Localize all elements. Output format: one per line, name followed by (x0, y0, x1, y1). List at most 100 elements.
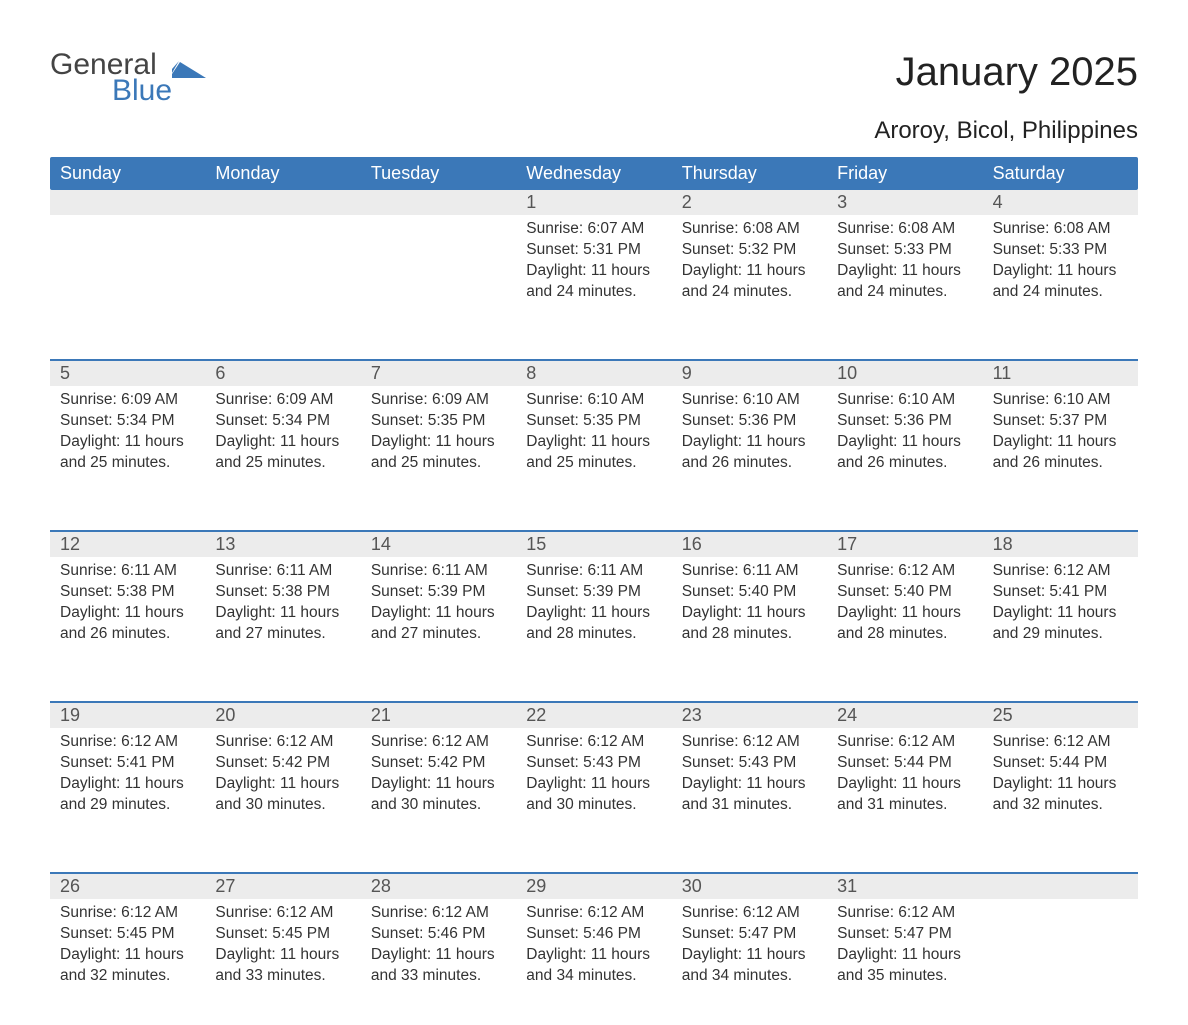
day-number (205, 190, 360, 215)
sunset-text: Sunset: 5:37 PM (993, 411, 1128, 432)
sunset-text: Sunset: 5:40 PM (682, 582, 817, 603)
dow-cell: Wednesday (516, 157, 671, 190)
day-cell: Sunrise: 6:11 AMSunset: 5:38 PMDaylight:… (50, 557, 205, 683)
day-cell: Sunrise: 6:11 AMSunset: 5:39 PMDaylight:… (516, 557, 671, 683)
sunrise-text: Sunrise: 6:11 AM (371, 561, 506, 582)
sunset-text: Sunset: 5:39 PM (371, 582, 506, 603)
week-row: Sunrise: 6:12 AMSunset: 5:41 PMDaylight:… (50, 728, 1138, 854)
sunrise-text: Sunrise: 6:12 AM (682, 903, 817, 924)
day-number: 27 (205, 874, 360, 899)
daylight-text: Daylight: 11 hours and 30 minutes. (526, 774, 661, 816)
day-cell: Sunrise: 6:08 AMSunset: 5:32 PMDaylight:… (672, 215, 827, 341)
day-number: 20 (205, 703, 360, 728)
sunset-text: Sunset: 5:34 PM (60, 411, 195, 432)
day-number (50, 190, 205, 215)
sunset-text: Sunset: 5:42 PM (371, 753, 506, 774)
daylight-text: Daylight: 11 hours and 32 minutes. (993, 774, 1128, 816)
sunset-text: Sunset: 5:43 PM (526, 753, 661, 774)
daylight-text: Daylight: 11 hours and 30 minutes. (371, 774, 506, 816)
sunrise-text: Sunrise: 6:12 AM (526, 732, 661, 753)
day-number: 10 (827, 361, 982, 386)
sunrise-text: Sunrise: 6:11 AM (215, 561, 350, 582)
day-number: 5 (50, 361, 205, 386)
daynum-bar: 262728293031 (50, 872, 1138, 899)
day-cell: Sunrise: 6:12 AMSunset: 5:42 PMDaylight:… (205, 728, 360, 854)
daynum-bar: 19202122232425 (50, 701, 1138, 728)
day-number: 11 (983, 361, 1138, 386)
day-cell: Sunrise: 6:12 AMSunset: 5:43 PMDaylight:… (516, 728, 671, 854)
day-number: 13 (205, 532, 360, 557)
day-details: Sunrise: 6:12 AMSunset: 5:45 PMDaylight:… (213, 899, 352, 987)
sunrise-text: Sunrise: 6:12 AM (837, 561, 972, 582)
day-number: 19 (50, 703, 205, 728)
day-number: 21 (361, 703, 516, 728)
sunset-text: Sunset: 5:35 PM (526, 411, 661, 432)
daylight-text: Daylight: 11 hours and 25 minutes. (371, 432, 506, 474)
day-number: 30 (672, 874, 827, 899)
daynum-bar: 1234 (50, 190, 1138, 215)
sunrise-text: Sunrise: 6:08 AM (993, 219, 1128, 240)
day-details: Sunrise: 6:12 AMSunset: 5:46 PMDaylight:… (369, 899, 508, 987)
daylight-text: Daylight: 11 hours and 29 minutes. (993, 603, 1128, 645)
day-number: 25 (983, 703, 1138, 728)
daylight-text: Daylight: 11 hours and 27 minutes. (371, 603, 506, 645)
sunset-text: Sunset: 5:44 PM (837, 753, 972, 774)
day-number: 16 (672, 532, 827, 557)
sunrise-text: Sunrise: 6:10 AM (682, 390, 817, 411)
logo-text: General Blue (50, 50, 172, 106)
day-details: Sunrise: 6:07 AMSunset: 5:31 PMDaylight:… (524, 215, 663, 303)
daylight-text: Daylight: 11 hours and 29 minutes. (60, 774, 195, 816)
day-number: 2 (672, 190, 827, 215)
sunset-text: Sunset: 5:38 PM (60, 582, 195, 603)
sunset-text: Sunset: 5:47 PM (837, 924, 972, 945)
sunset-text: Sunset: 5:32 PM (682, 240, 817, 261)
day-number: 1 (516, 190, 671, 215)
sunset-text: Sunset: 5:31 PM (526, 240, 661, 261)
calendar: SundayMondayTuesdayWednesdayThursdayFrid… (50, 157, 1138, 1025)
day-cell (361, 215, 516, 341)
day-number: 9 (672, 361, 827, 386)
location-subtitle: Aroroy, Bicol, Philippines (874, 117, 1138, 145)
sunrise-text: Sunrise: 6:12 AM (526, 903, 661, 924)
day-details: Sunrise: 6:11 AMSunset: 5:38 PMDaylight:… (213, 557, 352, 645)
logo: General Blue (50, 50, 206, 106)
sunset-text: Sunset: 5:35 PM (371, 411, 506, 432)
sunrise-text: Sunrise: 6:12 AM (993, 561, 1128, 582)
day-details: Sunrise: 6:12 AMSunset: 5:41 PMDaylight:… (991, 557, 1130, 645)
day-number: 29 (516, 874, 671, 899)
day-details: Sunrise: 6:12 AMSunset: 5:44 PMDaylight:… (991, 728, 1130, 816)
sunset-text: Sunset: 5:46 PM (526, 924, 661, 945)
daylight-text: Daylight: 11 hours and 31 minutes. (837, 774, 972, 816)
sunrise-text: Sunrise: 6:12 AM (215, 732, 350, 753)
day-details: Sunrise: 6:12 AMSunset: 5:42 PMDaylight:… (213, 728, 352, 816)
day-number (983, 874, 1138, 899)
day-details: Sunrise: 6:08 AMSunset: 5:33 PMDaylight:… (991, 215, 1130, 303)
sunset-text: Sunset: 5:39 PM (526, 582, 661, 603)
sunrise-text: Sunrise: 6:10 AM (526, 390, 661, 411)
dow-cell: Friday (827, 157, 982, 190)
daylight-text: Daylight: 11 hours and 35 minutes. (837, 945, 972, 987)
daylight-text: Daylight: 11 hours and 34 minutes. (526, 945, 661, 987)
day-cell: Sunrise: 6:10 AMSunset: 5:36 PMDaylight:… (827, 386, 982, 512)
sunrise-text: Sunrise: 6:12 AM (993, 732, 1128, 753)
day-cell: Sunrise: 6:12 AMSunset: 5:41 PMDaylight:… (50, 728, 205, 854)
day-number: 24 (827, 703, 982, 728)
week-row: Sunrise: 6:09 AMSunset: 5:34 PMDaylight:… (50, 386, 1138, 512)
sunrise-text: Sunrise: 6:10 AM (837, 390, 972, 411)
sunrise-text: Sunrise: 6:12 AM (371, 732, 506, 753)
day-details: Sunrise: 6:11 AMSunset: 5:40 PMDaylight:… (680, 557, 819, 645)
dow-cell: Thursday (672, 157, 827, 190)
daylight-text: Daylight: 11 hours and 33 minutes. (215, 945, 350, 987)
daylight-text: Daylight: 11 hours and 30 minutes. (215, 774, 350, 816)
day-number: 23 (672, 703, 827, 728)
day-number (361, 190, 516, 215)
day-details: Sunrise: 6:12 AMSunset: 5:46 PMDaylight:… (524, 899, 663, 987)
day-details: Sunrise: 6:12 AMSunset: 5:45 PMDaylight:… (58, 899, 197, 987)
logo-word-2: Blue (112, 76, 172, 106)
day-number: 18 (983, 532, 1138, 557)
day-details: Sunrise: 6:12 AMSunset: 5:47 PMDaylight:… (680, 899, 819, 987)
day-cell: Sunrise: 6:10 AMSunset: 5:35 PMDaylight:… (516, 386, 671, 512)
day-cell: Sunrise: 6:09 AMSunset: 5:34 PMDaylight:… (50, 386, 205, 512)
day-details: Sunrise: 6:12 AMSunset: 5:41 PMDaylight:… (58, 728, 197, 816)
day-details: Sunrise: 6:12 AMSunset: 5:42 PMDaylight:… (369, 728, 508, 816)
